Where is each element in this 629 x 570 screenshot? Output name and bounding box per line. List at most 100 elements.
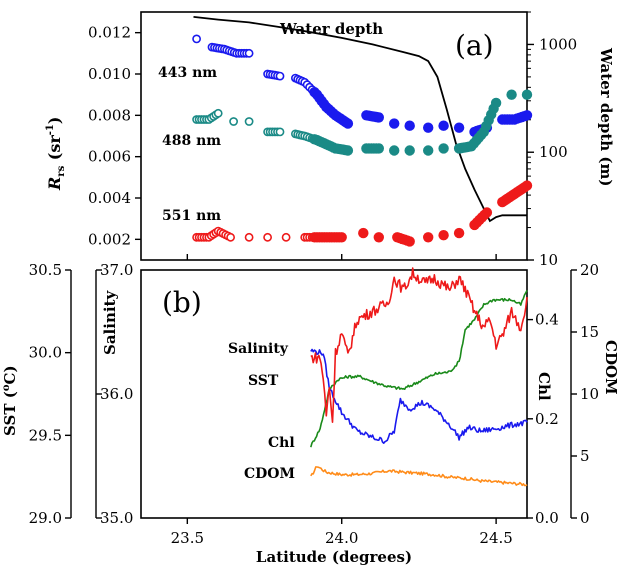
panel-b: 23.5 24.0 24.5 29.0 29.5 30.0 30.5 35.0 36.0 37.0… xyxy=(1,261,620,566)
panel-a-ytick-left-label: 0.012 xyxy=(88,24,131,42)
chl-tick-label: 0.2 xyxy=(535,410,559,428)
s443-point xyxy=(244,48,254,58)
panel-a-marks xyxy=(192,16,533,247)
s488-point xyxy=(521,89,533,100)
depth-line xyxy=(193,16,527,223)
s488-point xyxy=(389,145,400,156)
panel-b-ticks: 23.5 24.0 24.5 29.0 29.5 30.0 30.5 35.0 36.0 37.0… xyxy=(29,261,600,547)
salinity-tick-label: 35.0 xyxy=(100,509,133,527)
cdom-line xyxy=(310,466,528,487)
panel-a-ylabel-right: Water depth (m) xyxy=(597,47,615,187)
s443-point xyxy=(342,118,354,129)
sst-line xyxy=(310,267,528,423)
cdom-tick-label: 20 xyxy=(580,261,599,279)
x-axis-title: Latitude (degrees) xyxy=(256,548,412,566)
s551-point xyxy=(373,232,384,243)
sst-tick-label: 30.0 xyxy=(29,344,62,362)
s551-point xyxy=(358,227,369,239)
chl-line xyxy=(310,289,528,448)
panel-b-label: (b) xyxy=(162,286,202,319)
ylabel-left-unit-b: ) xyxy=(45,117,64,125)
sst-tick-label: 30.5 xyxy=(29,261,62,279)
s551-point xyxy=(423,232,434,243)
panel-a-ytick-left-label: 0.002 xyxy=(88,230,131,248)
cdom-tick-label: 5 xyxy=(580,447,590,465)
s443-point xyxy=(275,71,285,81)
panel-a-ytick-right-label: 1000 xyxy=(539,35,577,53)
ylabel-left-r: R xyxy=(45,177,64,191)
panel-a-ytick-right-label: 10 xyxy=(539,251,558,269)
cdom-tick-label: 15 xyxy=(580,323,599,341)
s443-point xyxy=(389,118,400,129)
sst-axis-title-exp: o xyxy=(1,384,12,391)
salinity-tick-label: 36.0 xyxy=(100,385,133,403)
cdom-series-label: CDOM xyxy=(244,466,295,482)
s488-point xyxy=(404,145,415,156)
s443-point xyxy=(192,34,201,44)
ylabel-left-unit-a: (sr xyxy=(45,135,64,166)
ylabel-left-sub: rs xyxy=(56,165,67,176)
x-tick-label: 24.5 xyxy=(479,529,512,547)
ylabel-left-exp: -1 xyxy=(45,124,56,135)
s488-point xyxy=(213,108,223,118)
panel-a-ytick-left-label: 0.008 xyxy=(88,106,131,124)
panel-a-ytick-left-label: 0.006 xyxy=(88,148,131,166)
panel-a-ytick-right-label: 100 xyxy=(539,143,568,161)
s488-point xyxy=(506,89,517,100)
s443-point xyxy=(404,120,415,131)
sst-series-label: SST xyxy=(248,373,279,389)
cdom-tick-label: 10 xyxy=(580,385,599,403)
panel-a-ytick-left-label: 0.010 xyxy=(88,65,131,83)
s488-point xyxy=(490,97,502,109)
s551-series-label: 551 nm xyxy=(162,208,221,224)
s551-point xyxy=(336,232,347,243)
salinity-tick-label: 37.0 xyxy=(100,261,133,279)
salinity-series-label: Salinity xyxy=(228,341,289,357)
sst-axis-title: SST (oC) xyxy=(1,365,19,436)
s551-point xyxy=(453,227,465,239)
x-tick-label: 24.0 xyxy=(325,529,358,547)
panel-a-ticks: 0.002 0.004 0.006 0.008 0.010 0.012 10 100 1000 xyxy=(88,11,577,269)
cdom-tick-label: 0 xyxy=(580,509,590,527)
panel-b-marks xyxy=(310,267,528,487)
s488-point xyxy=(342,145,354,156)
chl-series-label: Chl xyxy=(268,435,295,451)
chl-tick-label: 0.0 xyxy=(535,509,559,527)
panel-a-frame xyxy=(140,11,528,261)
s443-point xyxy=(521,110,533,121)
depth-series-label: Water depth xyxy=(279,20,383,38)
sst-axis-title-b: C) xyxy=(1,365,19,384)
panel-a: 0.0020.0040.0060.0080.0100.012101001000 … xyxy=(45,11,615,269)
panel-b-frame xyxy=(140,269,528,519)
s443-point xyxy=(423,122,434,133)
s551-point xyxy=(438,230,449,241)
s488-point xyxy=(275,127,285,137)
salinity-line xyxy=(310,348,528,444)
s443-point xyxy=(453,122,465,133)
s551-point xyxy=(404,236,415,247)
chl-tick-label: 0.4 xyxy=(535,311,559,329)
s488-point xyxy=(423,145,434,156)
cdom-axis-title: CDOM xyxy=(602,340,620,395)
panel-a-ylabel-left: Rrs (sr-1) xyxy=(45,117,67,191)
sst-tick-label: 29.0 xyxy=(29,509,62,527)
s551-point xyxy=(226,232,235,242)
x-tick-label: 23.5 xyxy=(171,529,204,547)
s443-series-label: 443 nm xyxy=(158,65,217,81)
s551-point xyxy=(281,232,291,242)
s488-point xyxy=(373,143,384,154)
s488-point xyxy=(438,143,449,154)
sst-axis-title-a: SST ( xyxy=(1,391,19,436)
s443-point xyxy=(373,112,384,123)
s551-point xyxy=(244,232,254,242)
s551-point xyxy=(263,232,272,242)
s443-point xyxy=(438,120,449,131)
chl-axis-title: Chl xyxy=(535,372,553,401)
salinity-axis-title: Salinity xyxy=(101,290,119,355)
panel-a-label: (a) xyxy=(455,29,494,62)
s551-point xyxy=(481,207,493,218)
s551-point xyxy=(521,180,533,191)
panel-a-ytick-left-label: 0.004 xyxy=(88,189,131,207)
s488-series-label: 488 nm xyxy=(162,133,221,149)
